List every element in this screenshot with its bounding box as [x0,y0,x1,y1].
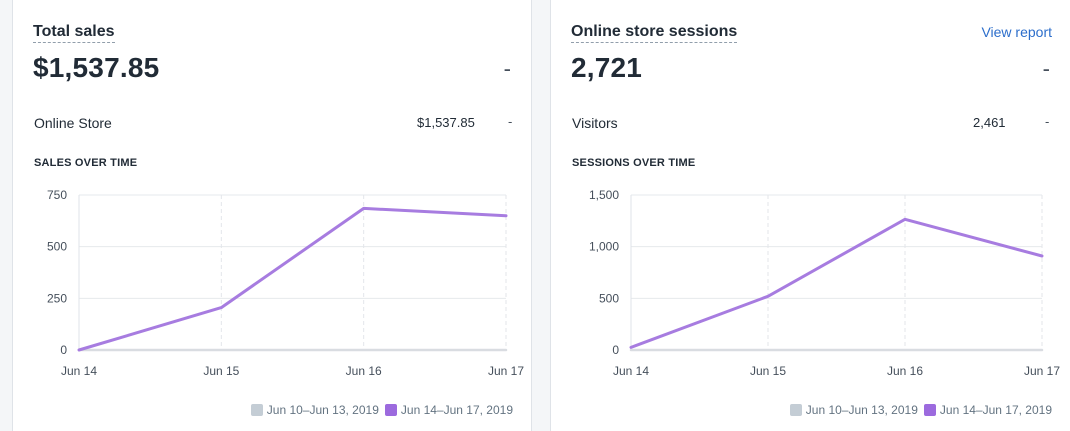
y-tick-label: 0 [612,343,619,357]
card-title[interactable]: Total sales [33,22,115,43]
breakdown-change: - [1045,114,1050,129]
sales-over-time-chart: 0 250 500 750 Jun 14 Jun 15 Jun 16 Jun 17 [47,188,524,378]
section-label: SESSIONS OVER TIME [572,157,696,169]
sessions-value: 2,721 [571,52,643,83]
y-tick-label: 500 [47,240,67,254]
legend-item-current: Jun 14–Jun 17, 2019 [384,403,513,417]
breakdown-label: Online Store [34,115,112,131]
total-sales-value: $1,537.85 [33,52,160,83]
x-tick-label: Jun 17 [1024,364,1060,378]
x-tick-label: Jun 15 [750,364,786,378]
chart-legend: Jun 10–Jun 13, 2019 Jun 14–Jun 17, 2019 [789,403,1052,417]
x-tick-label: Jun 16 [346,364,382,378]
legend-item-previous: Jun 10–Jun 13, 2019 [789,403,918,417]
x-tick-label: Jun 16 [887,364,923,378]
y-tick-label: 0 [60,343,67,357]
card-title[interactable]: Online store sessions [571,22,738,43]
legend-swatch-previous [250,404,263,416]
legend-label-current: Jun 14–Jun 17, 2019 [400,403,513,417]
legend-swatch-current [923,404,936,416]
legend-swatch-current [384,404,397,416]
breakdown-label: Visitors [572,115,618,131]
legend-item-previous: Jun 10–Jun 13, 2019 [250,403,379,417]
y-tick-label: 1,500 [589,188,619,202]
chart-legend: Jun 10–Jun 13, 2019 Jun 14–Jun 17, 2019 [250,403,513,417]
y-tick-label: 1,000 [589,240,619,254]
legend-item-current: Jun 14–Jun 17, 2019 [923,403,1052,417]
total-sales-change: - [503,56,511,81]
breakdown-value: $1,537.85 [417,115,475,130]
breakdown-change: - [508,114,513,129]
sessions-over-time-chart: 0 500 1,000 1,500 Jun 14 Jun 15 Jun 16 Jun 17 [589,188,1060,378]
x-tick-label: Jun 14 [613,364,649,378]
x-tick-label: Jun 15 [203,364,239,378]
total-sales-card: Total sales $1,537.85 - Online Store $1,… [12,0,532,431]
breakdown-value: 2,461 [973,115,1006,130]
y-tick-label: 500 [599,291,619,305]
section-label: SALES OVER TIME [34,157,138,169]
y-tick-label: 750 [47,188,67,202]
online-store-sessions-card: Online store sessions View report 2,721 … [550,0,1070,431]
sessions-change: - [1042,56,1050,81]
series-line-current [77,206,508,352]
legend-label-previous: Jun 10–Jun 13, 2019 [805,403,918,417]
y-tick-label: 250 [47,291,67,305]
x-tick-label: Jun 14 [61,364,97,378]
view-report-link[interactable]: View report [981,24,1052,40]
x-tick-label: Jun 17 [488,364,524,378]
legend-label-current: Jun 14–Jun 17, 2019 [939,403,1052,417]
legend-swatch-previous [789,404,802,416]
legend-label-previous: Jun 10–Jun 13, 2019 [266,403,379,417]
series-line-current [629,217,1044,349]
